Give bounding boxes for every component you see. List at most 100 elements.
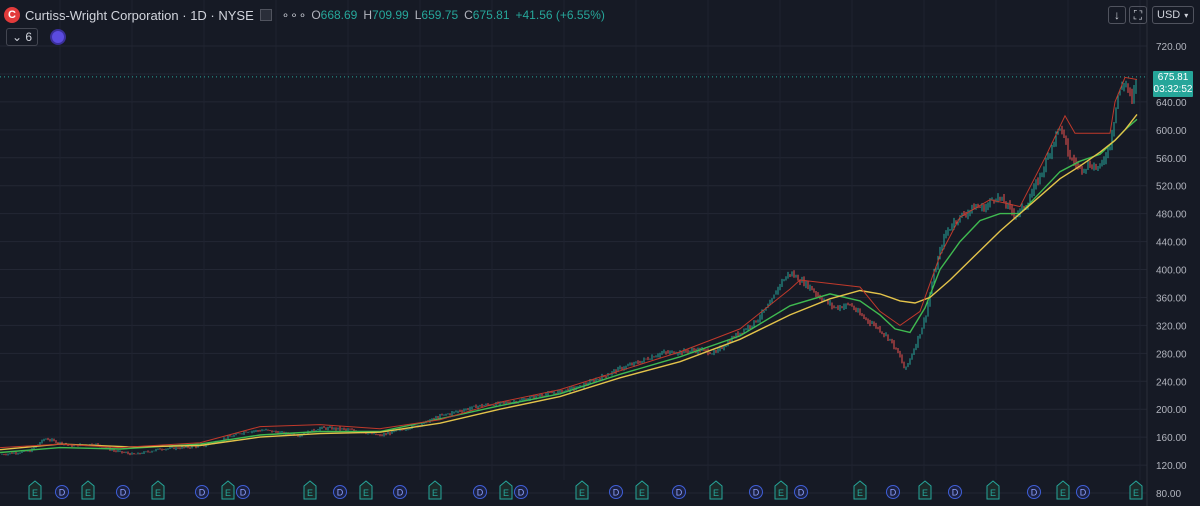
earnings-marker-label: E bbox=[857, 488, 863, 498]
dividend-marker-icon bbox=[948, 485, 962, 499]
earnings-marker-icon bbox=[428, 480, 442, 500]
dividend-marker-icon bbox=[55, 485, 69, 499]
ma_fast-line bbox=[0, 118, 1138, 454]
indicator-count[interactable]: ⌄ 6 bbox=[6, 28, 39, 46]
open-label: O bbox=[311, 8, 321, 22]
y-tick-label: 200.00 bbox=[1156, 405, 1187, 416]
dividend-marker-icon bbox=[333, 485, 347, 499]
earnings-marker-label: E bbox=[32, 488, 38, 498]
y-tick-label: 120.00 bbox=[1156, 461, 1187, 472]
y-tick-label: 560.00 bbox=[1156, 154, 1187, 165]
earnings-marker-icon bbox=[499, 480, 513, 500]
fullscreen-icon: ⛶ bbox=[1133, 7, 1143, 22]
dividend-marker-label: D bbox=[1031, 488, 1038, 498]
close-value: 675.81 bbox=[472, 8, 510, 22]
change-value: +41.56 (+6.55%) bbox=[515, 8, 605, 22]
earnings-marker-icon bbox=[774, 480, 788, 500]
dividend-marker-icon bbox=[672, 485, 686, 499]
indicator-count-value: 6 bbox=[25, 30, 33, 44]
dividend-marker-icon bbox=[886, 485, 900, 499]
dividend-marker-icon bbox=[609, 485, 623, 499]
chevron-down-icon: ⌄ bbox=[12, 30, 23, 44]
dividend-marker-label: D bbox=[240, 488, 247, 498]
symbol-title[interactable]: Curtiss-Wright Corporation · 1D · NYSE bbox=[25, 7, 254, 23]
dividend-marker-label: D bbox=[397, 488, 404, 498]
y-tick-label: 720.00 bbox=[1156, 42, 1187, 53]
earnings-marker-label: E bbox=[778, 488, 784, 498]
y-tick-label: 640.00 bbox=[1156, 98, 1187, 109]
earnings-marker-label: E bbox=[1133, 488, 1139, 498]
earnings-marker-icon bbox=[986, 480, 1000, 500]
chart-grid bbox=[0, 0, 1148, 506]
flag-icon[interactable] bbox=[259, 9, 272, 21]
dividend-marker-label: D bbox=[952, 488, 959, 498]
fullscreen-button[interactable]: ⛶ bbox=[1129, 6, 1147, 24]
earnings-marker-icon bbox=[853, 480, 867, 500]
dividend-marker-icon bbox=[1027, 485, 1041, 499]
currency-select[interactable]: USD ▾ bbox=[1152, 6, 1194, 24]
earnings-marker-label: E bbox=[307, 488, 313, 498]
dividend-marker-icon bbox=[116, 485, 130, 499]
dividend-marker-icon bbox=[195, 485, 209, 499]
earnings-marker-icon bbox=[81, 480, 95, 500]
more-options-icon[interactable]: ∘∘∘ bbox=[281, 8, 308, 22]
company-logo-icon: C bbox=[4, 7, 20, 23]
download-button[interactable]: ↓ bbox=[1108, 6, 1126, 24]
earnings-marker-icon bbox=[1129, 480, 1143, 500]
high-value: 709.99 bbox=[372, 8, 409, 22]
low-label: L bbox=[414, 8, 422, 22]
earnings-marker-label: E bbox=[922, 488, 928, 498]
dividend-marker-icon bbox=[236, 485, 250, 499]
earnings-marker-label: E bbox=[713, 488, 719, 498]
visibility-icon[interactable] bbox=[52, 31, 65, 43]
indicator-lines bbox=[0, 76, 1138, 454]
earnings-marker-label: E bbox=[85, 488, 91, 498]
dividend-marker-label: D bbox=[59, 488, 66, 498]
earnings-marker-icon bbox=[635, 480, 649, 500]
y-tick-label: 600.00 bbox=[1156, 126, 1187, 137]
earnings-marker-icon bbox=[918, 480, 932, 500]
dividend-marker-label: D bbox=[613, 488, 620, 498]
dividend-marker-icon bbox=[514, 485, 528, 499]
y-tick-label: 160.00 bbox=[1156, 433, 1187, 444]
last-price-label: 675.81 03:32:52 bbox=[1153, 71, 1193, 97]
close-label: C bbox=[464, 8, 473, 22]
earnings-marker-icon bbox=[1056, 480, 1070, 500]
indicators-toggle[interactable]: ⌄ 6 bbox=[6, 28, 65, 46]
earnings-marker-label: E bbox=[639, 488, 645, 498]
dividend-marker-label: D bbox=[199, 488, 206, 498]
dividend-marker-icon bbox=[473, 485, 487, 499]
y-tick-label: 520.00 bbox=[1156, 182, 1187, 193]
y-tick-label: 480.00 bbox=[1156, 210, 1187, 221]
earnings-marker-label: E bbox=[579, 488, 585, 498]
currency-label: USD bbox=[1157, 9, 1181, 21]
earnings-marker-icon bbox=[359, 480, 373, 500]
download-icon: ↓ bbox=[1114, 8, 1120, 22]
dividend-marker-icon bbox=[393, 485, 407, 499]
y-tick-label: 80.00 bbox=[1156, 489, 1181, 500]
dividend-marker-label: D bbox=[798, 488, 805, 498]
y-tick-label: 240.00 bbox=[1156, 377, 1187, 388]
dividend-marker-label: D bbox=[518, 488, 525, 498]
earnings-marker-label: E bbox=[225, 488, 231, 498]
last-price-value: 675.81 bbox=[1157, 72, 1189, 83]
earnings-marker-label: E bbox=[990, 488, 996, 498]
candles bbox=[1, 79, 1137, 456]
earnings-marker-icon bbox=[303, 480, 317, 500]
earnings-marker-label: E bbox=[503, 488, 509, 498]
y-tick-label: 440.00 bbox=[1156, 238, 1187, 249]
chevron-down-icon: ▾ bbox=[1184, 10, 1189, 20]
price-axis[interactable]: 720.00680.00640.00600.00560.00520.00480.… bbox=[1156, 42, 1187, 500]
earnings-marker-icon bbox=[575, 480, 589, 500]
bar-countdown: 03:32:52 bbox=[1153, 84, 1193, 95]
trail-line bbox=[0, 76, 1138, 449]
earnings-marker-label: E bbox=[155, 488, 161, 498]
dividend-marker-label: D bbox=[890, 488, 897, 498]
earnings-marker-label: E bbox=[1060, 488, 1066, 498]
dividend-marker-label: D bbox=[120, 488, 127, 498]
dividend-marker-label: D bbox=[337, 488, 344, 498]
dividend-marker-label: D bbox=[477, 488, 484, 498]
earnings-marker-icon bbox=[28, 480, 42, 500]
earnings-marker-label: E bbox=[432, 488, 438, 498]
